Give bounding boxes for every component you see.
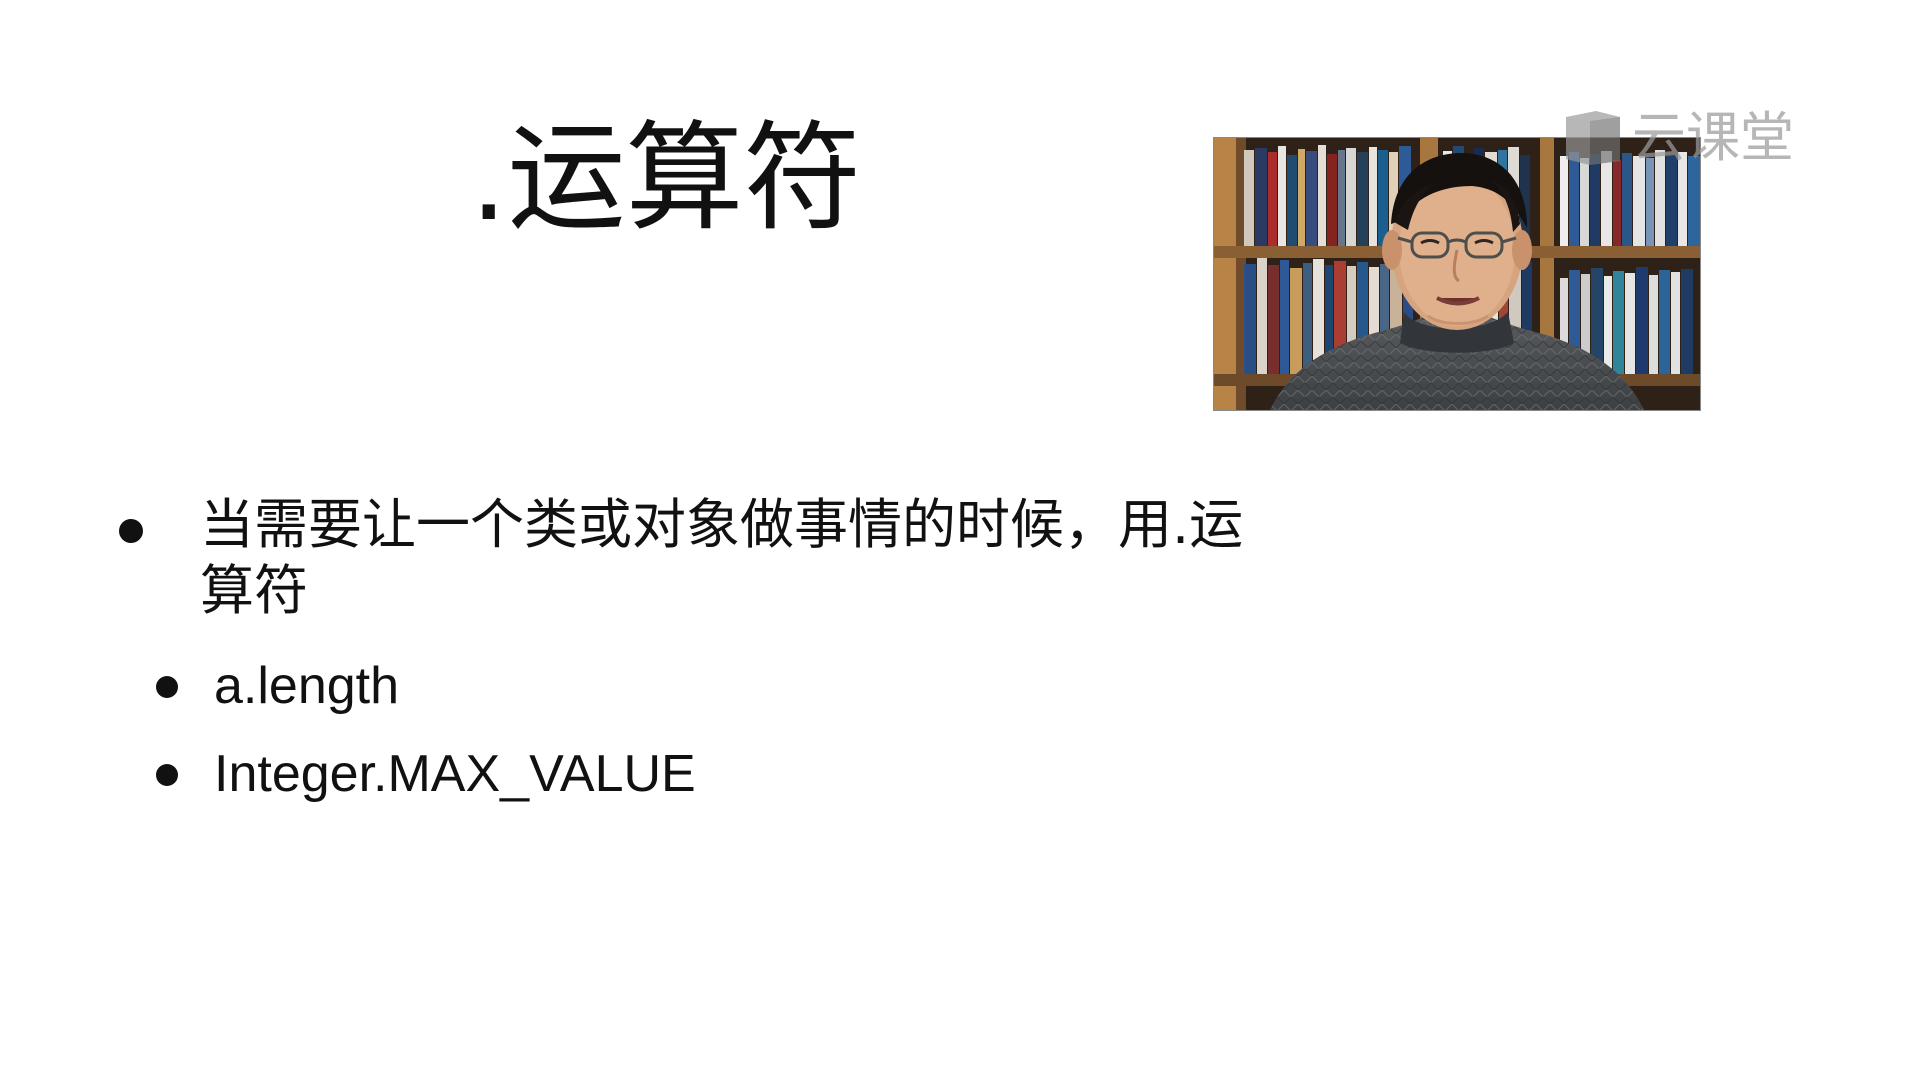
presenter-video-icon	[1214, 138, 1700, 410]
bullet-marker-icon	[156, 676, 178, 698]
bullet-marker-icon	[119, 519, 143, 543]
bullet-subitem: Integer.MAX_VALUE	[156, 742, 696, 806]
bullet-text-max-value: Integer.MAX_VALUE	[214, 745, 696, 803]
bullet-main: 当需要让一个类或对象做事情的时候，用.运算符	[119, 492, 1290, 624]
bullet-text-main: 当需要让一个类或对象做事情的时候，用.运算符	[200, 493, 1244, 622]
watermark: 云课堂	[1562, 106, 1794, 170]
presenter-video	[1213, 137, 1701, 411]
slide-title: .运算符	[470, 109, 862, 247]
watermark-text: 云课堂	[1632, 106, 1794, 169]
bullet-text-length: a.length	[214, 657, 400, 715]
bullet-marker-icon	[156, 764, 178, 786]
bullet-subitem: a.length	[156, 654, 399, 718]
cloud-class-logo-icon	[1566, 111, 1620, 165]
